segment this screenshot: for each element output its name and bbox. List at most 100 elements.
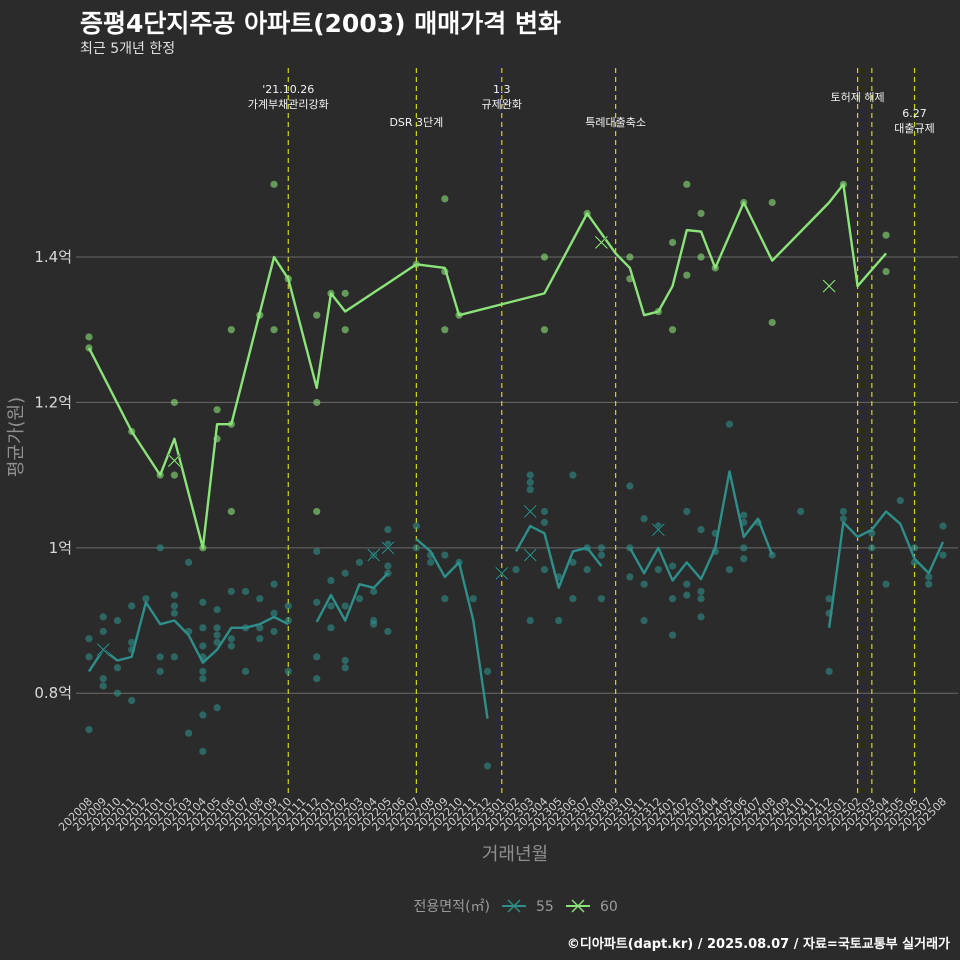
data-point-55 xyxy=(483,667,492,676)
series-line-55 xyxy=(315,572,389,623)
data-point-60 xyxy=(882,267,890,276)
data-point-60 xyxy=(341,326,349,334)
data-point-55 xyxy=(910,544,919,552)
data-point-55 xyxy=(355,558,364,566)
data-point-55 xyxy=(569,471,577,479)
data-point-55 xyxy=(668,562,677,570)
data-point-55 xyxy=(526,471,534,479)
data-point-60 xyxy=(683,180,691,188)
data-point-55 xyxy=(199,642,207,650)
data-point-55 xyxy=(256,624,264,632)
data-point-60 xyxy=(270,180,278,188)
data-point-55 xyxy=(583,566,591,574)
data-point-55 xyxy=(825,595,833,603)
data-point-55 xyxy=(327,576,335,585)
data-point-55 xyxy=(697,587,705,596)
data-point-55 xyxy=(241,667,250,676)
data-point-55 xyxy=(327,602,335,610)
data-point-55 xyxy=(199,667,207,676)
data-point-55 xyxy=(683,580,691,588)
data-point-60 xyxy=(313,507,321,516)
data-point-55 xyxy=(313,547,321,556)
data-point-55 xyxy=(597,544,606,552)
data-point-55 xyxy=(626,573,634,581)
data-point-60 xyxy=(441,195,449,203)
data-point-55 xyxy=(540,518,549,526)
data-point-55 xyxy=(213,606,221,614)
data-point-60 xyxy=(768,198,776,207)
data-point-55 xyxy=(341,656,349,665)
data-point-55 xyxy=(256,595,264,603)
data-point-55 xyxy=(697,526,705,534)
series-line-55 xyxy=(514,524,603,590)
data-point-55 xyxy=(384,526,392,534)
data-point-60 xyxy=(227,326,235,334)
data-point-60 xyxy=(313,398,321,407)
data-point-55 xyxy=(427,558,435,566)
data-point-55 xyxy=(939,522,947,530)
cancel-stroke xyxy=(96,643,110,657)
data-point-55 xyxy=(412,522,420,530)
cancel-stroke xyxy=(523,548,537,562)
data-point-55 xyxy=(668,631,677,639)
cancel-stroke xyxy=(167,454,181,468)
data-point-55 xyxy=(199,598,207,606)
data-point-60 xyxy=(85,333,93,341)
data-point-55 xyxy=(925,580,933,588)
data-point-55 xyxy=(839,507,847,516)
cancelled-marker-55 xyxy=(366,548,381,562)
cancelled-marker-55 xyxy=(523,548,537,562)
cancelled-marker-55 xyxy=(381,541,395,555)
y-tick-label: 1억 xyxy=(49,539,72,557)
data-point-60 xyxy=(341,289,349,297)
data-point-55 xyxy=(341,664,349,672)
cancel-stroke xyxy=(495,566,509,580)
cancel-stroke xyxy=(822,279,836,293)
data-point-60 xyxy=(540,253,549,261)
data-point-60 xyxy=(441,326,449,334)
data-point-60 xyxy=(683,271,691,279)
data-point-55 xyxy=(284,667,292,676)
data-point-55 xyxy=(313,675,321,683)
data-point-55 xyxy=(483,762,492,770)
data-point-55 xyxy=(99,613,107,621)
data-point-55 xyxy=(227,587,235,596)
y-tick-label: 0.8억 xyxy=(34,684,72,702)
series-layer xyxy=(85,180,947,770)
data-point-55 xyxy=(156,544,164,552)
data-point-55 xyxy=(469,595,477,603)
data-point-55 xyxy=(113,689,122,697)
y-axis-title: 평균가(원) xyxy=(6,397,27,477)
data-point-55 xyxy=(569,558,577,566)
data-point-55 xyxy=(597,595,606,603)
data-point-55 xyxy=(882,580,890,588)
data-point-55 xyxy=(128,602,136,610)
data-point-55 xyxy=(185,729,193,737)
data-point-55 xyxy=(199,711,207,719)
data-point-55 xyxy=(270,609,278,617)
data-point-55 xyxy=(740,511,748,519)
data-point-55 xyxy=(697,595,705,603)
cancelled-marker-55 xyxy=(651,522,666,537)
data-point-55 xyxy=(170,653,178,661)
data-point-55 xyxy=(227,642,235,650)
data-point-55 xyxy=(199,675,207,683)
cancel-stroke xyxy=(381,541,395,555)
data-point-55 xyxy=(512,566,520,574)
data-point-60 xyxy=(170,471,178,479)
series-line-60 xyxy=(87,183,887,550)
data-point-55 xyxy=(654,566,662,574)
data-point-55 xyxy=(270,580,278,588)
cancel-stroke xyxy=(523,505,537,518)
data-point-55 xyxy=(327,624,335,632)
data-point-55 xyxy=(370,616,378,625)
data-point-55 xyxy=(99,682,107,690)
data-point-55 xyxy=(526,478,534,486)
data-point-60 xyxy=(170,398,178,407)
annotation-label: 규제완화 xyxy=(482,98,522,111)
series-line-55 xyxy=(87,601,289,673)
data-point-60 xyxy=(213,406,221,414)
cancelled-marker-55 xyxy=(523,504,537,519)
data-point-55 xyxy=(626,482,634,490)
data-point-55 xyxy=(213,624,221,632)
